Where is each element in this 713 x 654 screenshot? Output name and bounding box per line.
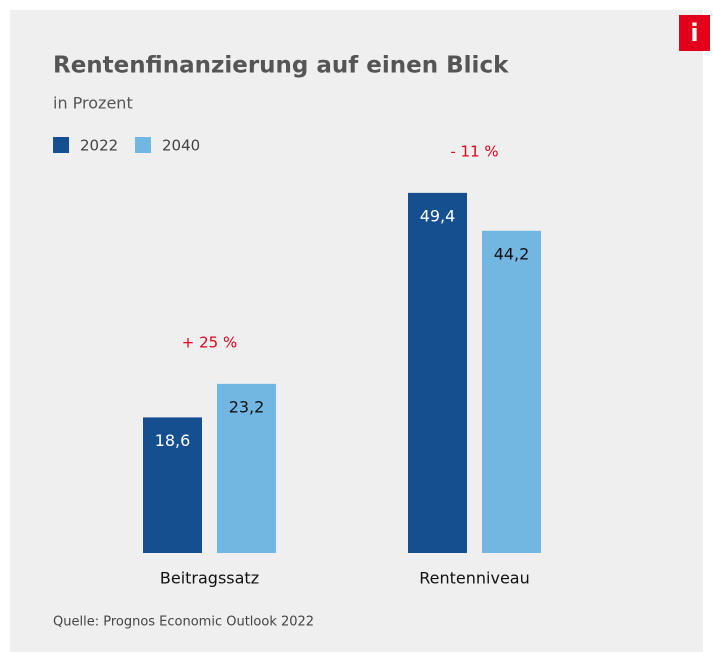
bar <box>217 383 276 553</box>
chart-title: Rentenfinanzierung auf einen Blick <box>53 53 509 79</box>
value-label: 44,2 <box>494 244 530 263</box>
bar <box>143 417 202 553</box>
value-label: 49,4 <box>420 206 456 225</box>
info-badge-text: i <box>690 19 698 47</box>
panel <box>10 10 703 652</box>
legend-label: 2022 <box>80 137 118 155</box>
info-badge <box>679 15 710 51</box>
legend-swatch <box>135 137 151 153</box>
annotation: + 25 % <box>182 333 237 351</box>
source: Quelle: Prognos Economic Outlook 2022 <box>53 615 314 630</box>
chart-subtitle: in Prozent <box>53 94 133 113</box>
value-label: 18,6 <box>155 431 191 450</box>
x-tick-label: Beitragssatz <box>160 569 259 588</box>
legend-swatch <box>53 137 69 153</box>
legend-label: 2040 <box>162 137 200 155</box>
bar <box>408 192 467 553</box>
x-tick-label: Rentenniveau <box>419 569 529 588</box>
annotation: - 11 % <box>450 142 498 160</box>
bar <box>482 230 541 554</box>
value-label: 23,2 <box>229 397 265 416</box>
